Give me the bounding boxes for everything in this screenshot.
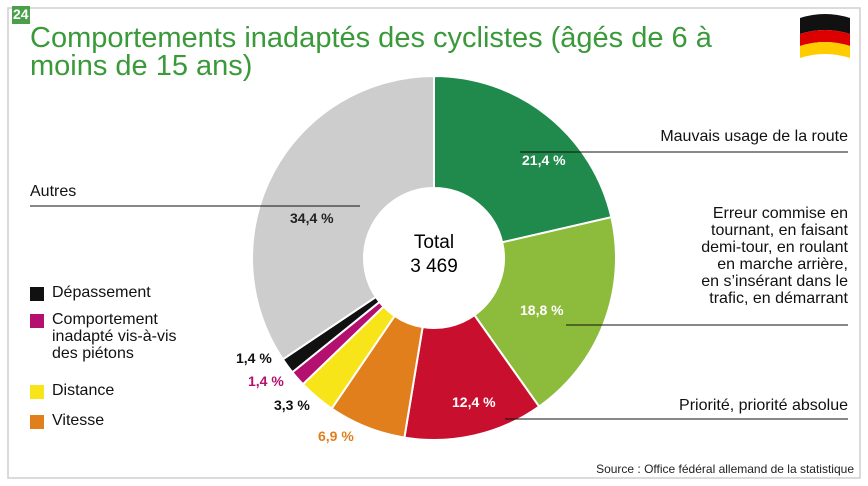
value-label: 6,9 %: [318, 428, 354, 444]
value-label: 1,4 %: [236, 350, 272, 366]
value-label: 3,3 %: [274, 397, 310, 413]
value-label: 18,8 %: [520, 302, 564, 318]
flag: [800, 14, 850, 58]
value-label: 12,4 %: [452, 394, 496, 410]
callout-label: Priorité, priorité absolue: [679, 397, 848, 414]
legend-swatch: [30, 287, 44, 301]
legend-swatch: [30, 415, 44, 429]
value-label: 1,4 %: [248, 373, 284, 389]
value-label: 21,4 %: [522, 152, 566, 168]
panel-border: [7, 7, 861, 479]
badge: 24: [13, 6, 29, 22]
source: Source : Office fédéral allemand de la s…: [596, 462, 854, 476]
donut-slice: [473, 215, 617, 408]
legend-label: Vitesse: [52, 412, 105, 429]
legend-label: Dépassement: [52, 284, 151, 301]
legend-swatch: [30, 314, 44, 328]
donut-slice: [403, 313, 541, 441]
chart-title: Comportements inadaptés des cyclistes (â…: [30, 22, 712, 82]
donut-slice: [251, 74, 435, 361]
legend-swatch: [30, 385, 44, 399]
callout-label: Mauvais usage de la route: [660, 128, 848, 145]
callout-label: Erreur commise en tournant, en faisant d…: [701, 205, 848, 307]
legend-label: Distance: [52, 382, 115, 399]
center-label: Total: [413, 232, 455, 253]
value-label: 34,4 %: [290, 210, 334, 226]
legend-label: Comportement inadapté vis-à-vis des piét…: [52, 311, 177, 362]
center-total: 3 469: [410, 256, 458, 277]
callout-label: Autres: [30, 183, 77, 200]
badge-box: [12, 6, 30, 24]
donut-slice: [433, 74, 613, 244]
